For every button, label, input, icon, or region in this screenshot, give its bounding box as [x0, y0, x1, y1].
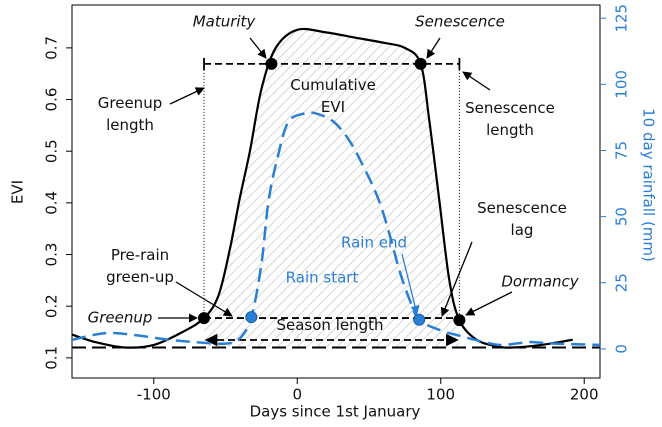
label-arrow [249, 37, 267, 59]
annotation-line: length [486, 121, 534, 139]
y-tick-label: 0.1 [43, 346, 61, 370]
annotation-arrow [462, 71, 491, 91]
annotation-line: Senescence [465, 99, 555, 117]
point-label: Rain start [286, 269, 359, 287]
annotation-line: Cumulative [290, 76, 376, 94]
annotation-line: green-up [106, 268, 174, 286]
y2-tick-label: 25 [613, 273, 631, 292]
annotation-line: Senescence [477, 199, 567, 217]
y2-tick-label: 125 [613, 4, 631, 33]
annotation: Season length [276, 316, 383, 334]
y-axis-label: EVI [9, 180, 27, 204]
point-label: Rain end [341, 234, 407, 252]
phenology-point [453, 314, 466, 327]
label-arrow [465, 291, 513, 316]
annotation-line: Pre-rain [111, 246, 169, 264]
y2-tick-label: 0 [613, 344, 631, 354]
phenology-point [198, 312, 210, 325]
annotation: Pre-rain green-up [106, 246, 174, 286]
y-tick-label: 0.7 [43, 36, 61, 60]
annotation: Senescence lag [477, 199, 567, 239]
point-label: Senescence [415, 13, 505, 31]
x-tick-label: 0 [292, 386, 302, 404]
annotation-line: lag [511, 221, 534, 239]
annotation-arrow [175, 281, 233, 317]
annotation: Senescence length [465, 99, 555, 139]
y2-axis-label: 10 day rainfall (mm) [640, 108, 658, 262]
x-tick-label: 100 [426, 386, 455, 404]
point-label: Maturity [193, 13, 257, 31]
annotation: Greenup length [98, 94, 162, 134]
phenology-point [413, 313, 426, 326]
x-tick-label: -100 [137, 386, 171, 404]
point-label: Greenup [88, 309, 153, 327]
annotation-line: Season length [276, 316, 383, 334]
phenology-point [414, 57, 427, 70]
label-arrow [426, 37, 441, 59]
y2-tick-label: 50 [613, 207, 631, 226]
y2-tick-label: 100 [613, 70, 631, 99]
annotation-arrow [169, 87, 205, 105]
annotation-line: EVI [321, 98, 345, 116]
phenology-point [245, 311, 258, 324]
phenology-point [265, 57, 278, 70]
rainfall-line [71, 111, 601, 347]
y-tick-label: 0.6 [43, 88, 61, 112]
cumulative-area [204, 28, 460, 348]
y-tick-label: 0.4 [43, 191, 61, 215]
y-tick-label: 0.5 [43, 139, 61, 163]
y-tick-label: 0.3 [43, 243, 61, 267]
x-tick-label: 200 [570, 386, 599, 404]
annotation: Cumulative EVI [290, 76, 376, 116]
evi-line [71, 27, 573, 349]
label-arrow [401, 253, 420, 315]
y-tick-label: 0.2 [43, 294, 61, 318]
annotation-line: length [106, 116, 154, 134]
annotation-line: Greenup [98, 94, 162, 112]
plot-frame [71, 4, 601, 379]
annotation-arrow [440, 241, 473, 317]
y2-tick-label: 75 [613, 141, 631, 160]
x-axis-label: Days since 1st January [250, 403, 421, 421]
point-label: Dormancy [501, 273, 579, 291]
